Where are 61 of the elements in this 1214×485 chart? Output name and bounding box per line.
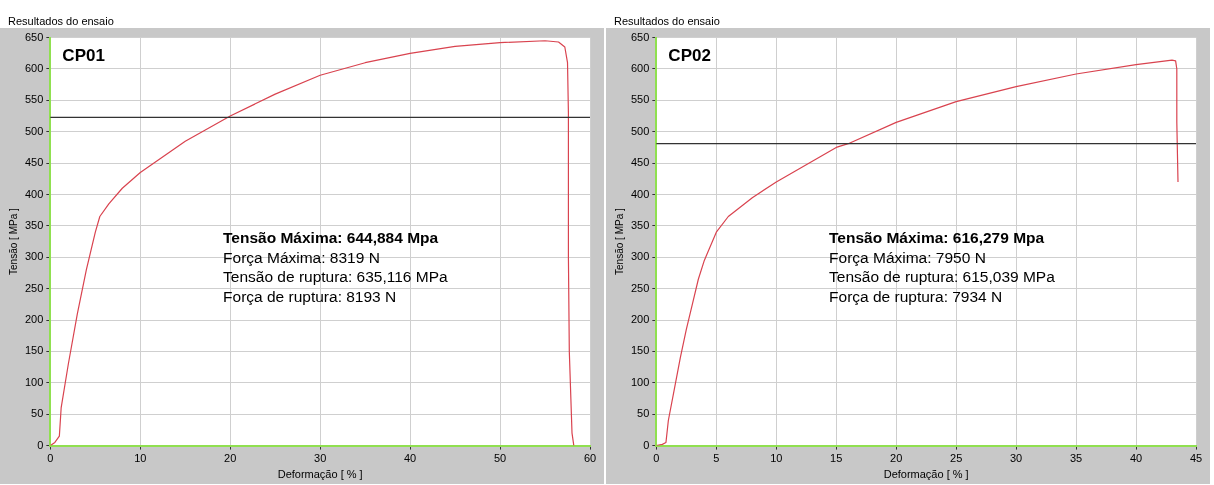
- annotation: Tensão de ruptura: 635,116 MPa: [223, 268, 449, 286]
- y-tick-label: 50: [637, 407, 650, 420]
- x-tick-label: 30: [1009, 452, 1023, 465]
- y-tick-label: 450: [24, 156, 44, 169]
- x-tick-label: 25: [950, 452, 963, 465]
- y-tick-label: 0: [643, 438, 650, 451]
- annotation: Força Máxima: 7950 N: [829, 248, 986, 266]
- y-tick-label: 150: [630, 344, 650, 357]
- x-tick-label: 20: [224, 452, 237, 465]
- y-tick-label: 650: [24, 30, 44, 43]
- x-tick-label: 10: [770, 452, 783, 465]
- annotation: Força de ruptura: 8193 N: [223, 287, 397, 305]
- y-tick-label: 550: [24, 93, 44, 106]
- x-axis-title: Deformação [ % ]: [883, 468, 969, 481]
- x-tick-label: 45: [1189, 452, 1203, 465]
- x-tick-label: 60: [583, 452, 597, 465]
- y-tick-label: 100: [24, 375, 44, 388]
- y-tick-label: 200: [630, 313, 650, 326]
- y-tick-label: 350: [24, 218, 44, 231]
- y-tick-label: 550: [630, 93, 650, 106]
- y-tick-label: 600: [24, 62, 44, 75]
- y-axis-title: Tensão [ MPa ]: [7, 208, 19, 275]
- text: CP01: [62, 45, 105, 65]
- y-tick-label: 650: [630, 30, 650, 43]
- x-tick-label: 20: [890, 452, 903, 465]
- y-tick-label: 250: [630, 281, 650, 294]
- x-tick-label: 10: [134, 452, 147, 465]
- text: CP02: [668, 45, 711, 65]
- y-axis-title: Tensão [ MPa ]: [613, 208, 625, 275]
- y-tick-label: 100: [630, 375, 650, 388]
- annotation: Tensão de ruptura: 615,039 MPa: [829, 268, 1056, 286]
- annotation: Tensão Máxima: 644,884 Mpa: [223, 229, 439, 247]
- annotation: Força Máxima: 8319 N: [223, 248, 380, 266]
- x-tick-label: 0: [653, 452, 660, 465]
- x-tick-label: 5: [713, 452, 720, 465]
- x-tick-label: 15: [830, 452, 843, 465]
- y-tick-label: 400: [24, 187, 44, 200]
- y-tick-label: 450: [630, 156, 650, 169]
- y-tick-label: 250: [24, 281, 44, 294]
- annotation: Força de ruptura: 7934 N: [829, 287, 1003, 305]
- y-tick-label: 350: [630, 218, 650, 231]
- y-tick-label: 400: [630, 187, 650, 200]
- x-tick-label: 40: [1129, 452, 1143, 465]
- y-tick-label: 500: [630, 124, 650, 137]
- chart-title: Resultados do ensaio: [613, 14, 721, 28]
- x-tick-label: 0: [47, 452, 54, 465]
- y-tick-label: 0: [37, 438, 44, 451]
- y-tick-label: 500: [24, 124, 44, 137]
- x-axis-title: Deformação [ % ]: [277, 468, 363, 481]
- y-tick-label: 150: [24, 344, 44, 357]
- x-tick-label: 30: [314, 452, 327, 465]
- y-tick-label: 50: [31, 407, 44, 420]
- y-tick-label: 300: [630, 250, 650, 263]
- x-tick-label: 50: [493, 452, 507, 465]
- x-tick-label: 35: [1069, 452, 1083, 465]
- chart-title: Resultados do ensaio: [7, 14, 115, 28]
- y-tick-label: 200: [24, 313, 44, 326]
- annotation: Tensão Máxima: 616,279 Mpa: [829, 229, 1045, 247]
- y-tick-label: 300: [24, 250, 44, 263]
- y-tick-label: 600: [630, 62, 650, 75]
- x-tick-label: 40: [403, 452, 417, 465]
